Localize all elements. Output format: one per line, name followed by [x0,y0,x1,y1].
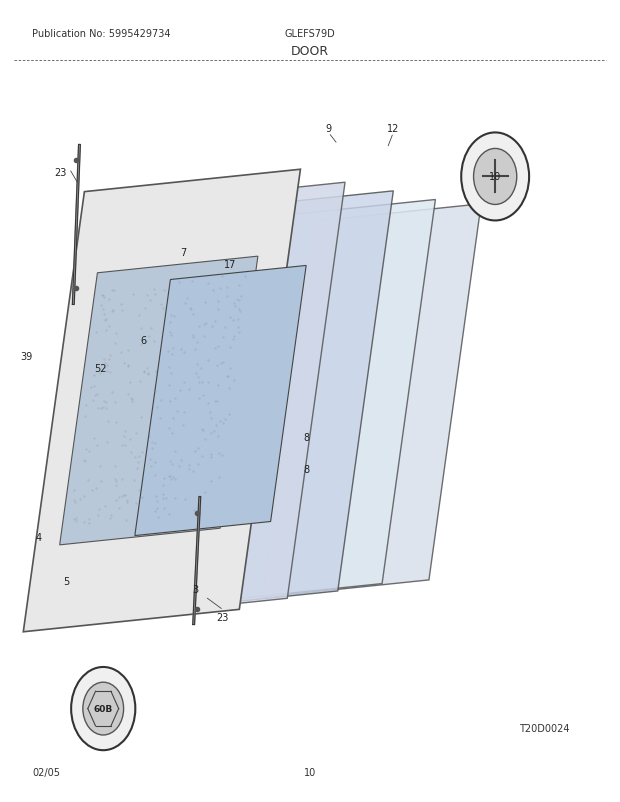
Text: 10: 10 [489,172,502,182]
Text: 39: 39 [20,352,32,362]
Polygon shape [73,145,81,305]
Text: 9: 9 [326,124,332,134]
Circle shape [83,683,123,735]
Polygon shape [90,183,345,619]
Text: 10: 10 [304,767,316,776]
Polygon shape [210,200,435,602]
Text: DOOR: DOOR [291,46,329,59]
Text: 23: 23 [54,168,66,178]
Text: 23: 23 [216,612,229,622]
Text: T20D0024: T20D0024 [519,723,569,733]
Polygon shape [153,192,393,610]
Text: 17: 17 [224,260,236,270]
Circle shape [71,667,135,750]
Text: eReplacementParts.com: eReplacementParts.com [234,395,386,407]
Polygon shape [60,257,258,545]
Text: 52: 52 [94,364,107,374]
Text: 3: 3 [193,584,199,593]
Circle shape [461,133,529,221]
Text: 02/05: 02/05 [32,767,60,776]
Text: Publication No: 5995429734: Publication No: 5995429734 [32,30,171,39]
Text: 8: 8 [304,464,310,474]
Text: 5: 5 [63,576,69,585]
Text: 7: 7 [180,248,187,258]
Polygon shape [135,266,306,536]
Polygon shape [262,205,481,597]
Text: 4: 4 [35,532,42,542]
Polygon shape [24,170,301,632]
Text: 8: 8 [304,432,310,442]
Text: 60B: 60B [94,704,113,713]
Text: GLEFS79D: GLEFS79D [285,30,335,39]
Circle shape [474,149,516,205]
Text: 12: 12 [387,124,399,134]
Polygon shape [193,497,201,625]
Text: 6: 6 [140,336,146,346]
